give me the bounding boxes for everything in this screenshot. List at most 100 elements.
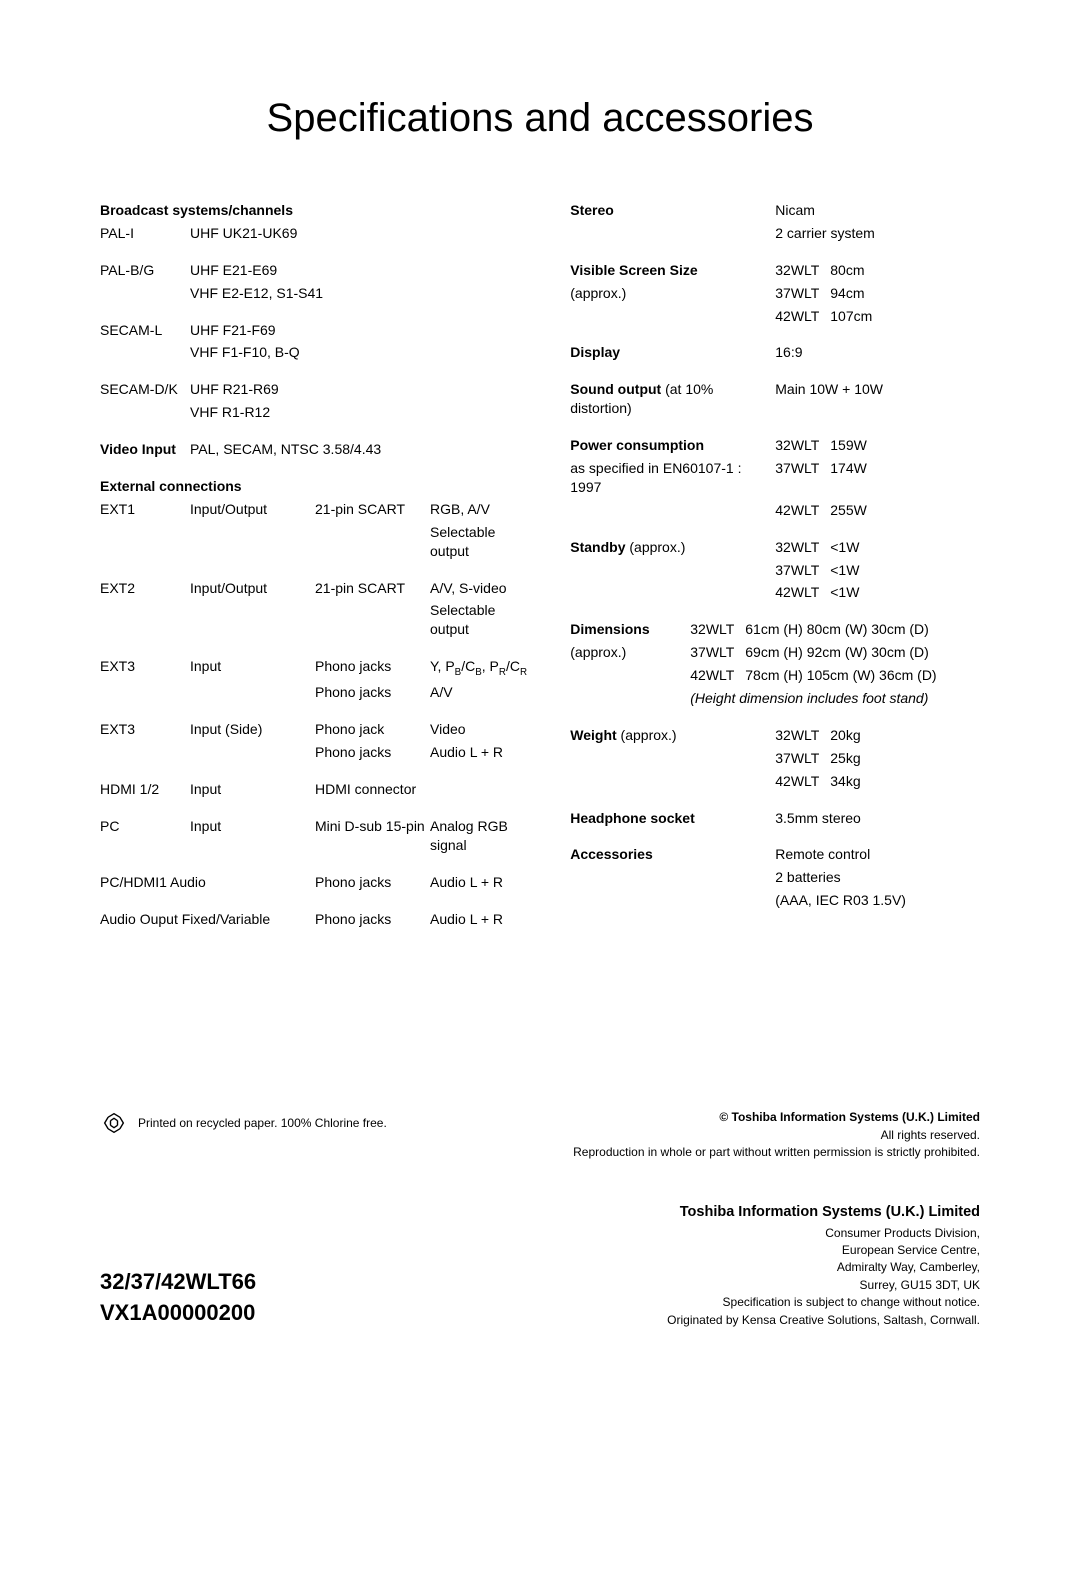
pal-bg-v2: VHF E2-E12, S1-S41: [190, 284, 323, 303]
dims-r3v: 78cm (H) 105cm (W) 36cm (D): [745, 666, 936, 685]
ext2-sig2: Selectable output: [430, 601, 530, 639]
video-input-value: PAL, SECAM, NTSC 3.58/4.43: [190, 440, 381, 459]
accessories-v1: Remote control: [775, 845, 870, 864]
accessories-v3: (AAA, IEC R03 1.5V): [775, 891, 906, 910]
ext3a-io: Input: [190, 657, 315, 679]
ext2-label: EXT2: [100, 579, 190, 598]
ext3b-io: Input (Side): [190, 720, 315, 739]
accessories-label: Accessories: [570, 845, 775, 864]
power-r1v: 159W: [830, 436, 867, 455]
weight-r3m: 42WLT: [775, 772, 830, 791]
power-r2m: 37WLT: [775, 459, 830, 497]
ext1-conn: 21-pin SCART: [315, 500, 430, 519]
secam-dk-v2: VHF R1-R12: [190, 403, 270, 422]
power-r2v: 174W: [830, 459, 867, 497]
standby-label: Standby: [570, 539, 625, 555]
ext3b-conn1: Phono jack: [315, 720, 430, 739]
power-r3v: 255W: [830, 501, 867, 520]
headphone-value: 3.5mm stereo: [775, 809, 861, 828]
audioout-label: Audio Ouput Fixed/Variable: [100, 910, 315, 929]
power-r3m: 42WLT: [775, 501, 830, 520]
ext3a-label: EXT3: [100, 657, 190, 679]
screen-r3v: 107cm: [830, 307, 872, 326]
screen-sub: (approx.): [570, 284, 775, 303]
ext1-label: EXT1: [100, 500, 190, 519]
screen-r2m: 37WLT: [775, 284, 830, 303]
sound-label: Sound output: [570, 381, 661, 397]
weight-r2v: 25kg: [830, 749, 860, 768]
ext1-sig2: Selectable output: [430, 523, 530, 561]
pchdmi-sig: Audio L + R: [430, 873, 530, 892]
ext2-sig1: A/V, S-video: [430, 579, 530, 598]
external-connections-heading: External connections: [100, 477, 242, 496]
ext3b-sig2: Audio L + R: [430, 743, 530, 762]
dims-note: (Height dimension includes foot stand): [690, 689, 928, 708]
weight-r3v: 34kg: [830, 772, 860, 791]
recycle-icon: [100, 1109, 128, 1137]
footer: Printed on recycled paper. 100% Chlorine…: [100, 1109, 980, 1329]
pchdmi-conn: Phono jacks: [315, 873, 430, 892]
ext3a-conn2: Phono jacks: [315, 683, 430, 702]
repro: Reproduction in whole or part without wr…: [573, 1144, 980, 1161]
dims-r1m: 32WLT: [690, 620, 745, 639]
audioout-sig: Audio L + R: [430, 910, 530, 929]
weight-r1m: 32WLT: [775, 726, 830, 745]
secam-dk-v1: UHF R21-R69: [190, 380, 279, 399]
stereo-v1: Nicam: [775, 201, 815, 220]
pc-io: Input: [190, 817, 315, 855]
recycled-text: Printed on recycled paper. 100% Chlorine…: [138, 1116, 387, 1130]
dims-r3m: 42WLT: [690, 666, 745, 685]
ext3b-conn2: Phono jacks: [315, 743, 430, 762]
video-input-label: Video Input: [100, 440, 190, 459]
model-2: VX1A00000200: [100, 1298, 256, 1329]
dims-r2v: 69cm (H) 92cm (W) 30cm (D): [745, 643, 929, 662]
ext3b-label: EXT3: [100, 720, 190, 739]
standby-r1v: <1W: [830, 538, 859, 557]
content: Broadcast systems/channels PAL-I UHF UK2…: [0, 201, 1080, 932]
model-1: 32/37/42WLT66: [100, 1267, 256, 1298]
ext3a-sig2: A/V: [430, 683, 530, 702]
ext1-sig1: RGB, A/V: [430, 500, 530, 519]
left-column: Broadcast systems/channels PAL-I UHF UK2…: [100, 201, 530, 932]
pal-bg-label: PAL-B/G: [100, 261, 190, 280]
standby-r2v: <1W: [830, 561, 859, 580]
addr3: Admiralty Way, Camberley,: [667, 1259, 980, 1276]
ext2-io: Input/Output: [190, 579, 315, 598]
pc-sig: Analog RGB signal: [430, 817, 530, 855]
ext3b-sig1: Video: [430, 720, 530, 739]
screen-r1v: 80cm: [830, 261, 864, 280]
power-r1m: 32WLT: [775, 436, 830, 455]
dims-label: Dimensions: [570, 621, 649, 637]
weight-r2m: 37WLT: [775, 749, 830, 768]
origin: Originated by Kensa Creative Solutions, …: [667, 1312, 980, 1329]
standby-r3v: <1W: [830, 583, 859, 602]
pc-label: PC: [100, 817, 190, 855]
pal-bg-v1: UHF E21-E69: [190, 261, 277, 280]
dims-sub: (approx.): [570, 643, 690, 662]
ext3a-conn1: Phono jacks: [315, 657, 430, 679]
ext2-conn: 21-pin SCART: [315, 579, 430, 598]
display-label: Display: [570, 343, 775, 362]
pc-conn: Mini D-sub 15-pin: [315, 817, 430, 855]
addr1: Consumer Products Division,: [667, 1225, 980, 1242]
screen-label: Visible Screen Size: [570, 262, 697, 278]
addr4: Surrey, GU15 3DT, UK: [667, 1277, 980, 1294]
copyright: © Toshiba Information Systems (U.K.) Lim…: [573, 1109, 980, 1126]
hdmi-io: Input: [190, 780, 315, 799]
display-value: 16:9: [775, 343, 802, 362]
ext1-io: Input/Output: [190, 500, 315, 519]
addr2: European Service Centre,: [667, 1242, 980, 1259]
standby-r3m: 42WLT: [775, 583, 830, 602]
secam-l-v1: UHF F21-F69: [190, 321, 276, 340]
secam-dk-label: SECAM-D/K: [100, 380, 190, 399]
weight-sub: (approx.): [617, 727, 677, 743]
pal-i-label: PAL-I: [100, 224, 190, 243]
dims-r2m: 37WLT: [690, 643, 745, 662]
page-title: Specifications and accessories: [0, 96, 1080, 141]
headphone-label: Headphone socket: [570, 809, 775, 828]
stereo-v2: 2 carrier system: [775, 224, 875, 243]
standby-r1m: 32WLT: [775, 538, 830, 557]
screen-r2v: 94cm: [830, 284, 864, 303]
power-sub: as specified in EN60107-1 : 1997: [570, 459, 775, 497]
secam-l-label: SECAM-L: [100, 321, 190, 340]
